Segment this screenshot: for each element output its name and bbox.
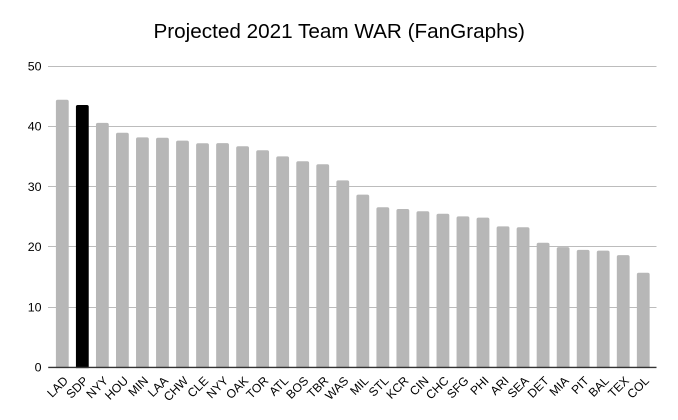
- svg-text:Projected 2021 Team WAR (FanGr: Projected 2021 Team WAR (FanGraphs): [153, 20, 524, 43]
- svg-text:20: 20: [28, 240, 42, 254]
- svg-text:50: 50: [28, 60, 42, 74]
- svg-text:40: 40: [28, 120, 42, 134]
- svg-text:10: 10: [28, 300, 42, 314]
- svg-text:30: 30: [28, 180, 42, 194]
- svg-text:0: 0: [35, 361, 42, 375]
